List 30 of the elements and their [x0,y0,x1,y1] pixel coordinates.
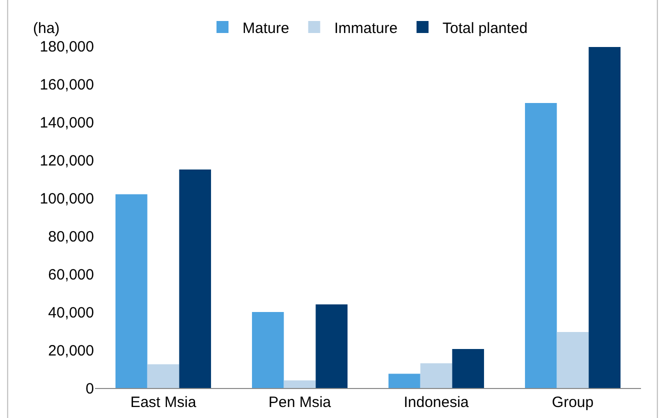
y-tick-label: 80,000 [48,228,94,246]
y-tick-label: 180,000 [40,38,94,56]
bar [252,312,284,388]
bar [316,304,348,388]
legend-label: Total planted [442,20,528,37]
legend-label: Immature [334,20,398,37]
bar [179,170,212,388]
bar [420,363,452,388]
bar [524,103,557,388]
y-tick-label: 60,000 [48,266,94,284]
y-tick-label: 100,000 [40,190,94,208]
x-tick-label: East Msia [130,394,197,411]
y-tick-label: 20,000 [48,342,94,360]
bar [147,364,180,388]
bar [284,380,316,388]
bar [388,374,420,388]
y-tick-label: 160,000 [40,76,94,94]
x-tick-label: Indonesia [404,394,470,411]
y-tick-label: 0 [86,380,94,398]
x-tick-label: Pen Msia [268,394,332,411]
bar [115,194,148,388]
bar [452,349,484,388]
x-tick-label: Group [552,394,594,411]
y-tick-label: 120,000 [40,152,94,170]
legend-label: Mature [242,20,290,37]
bar [556,332,589,388]
y-axis-title: (ha) [33,20,60,37]
y-tick-label: 40,000 [48,304,94,322]
bar [588,46,621,388]
y-tick-label: 140,000 [40,114,94,132]
